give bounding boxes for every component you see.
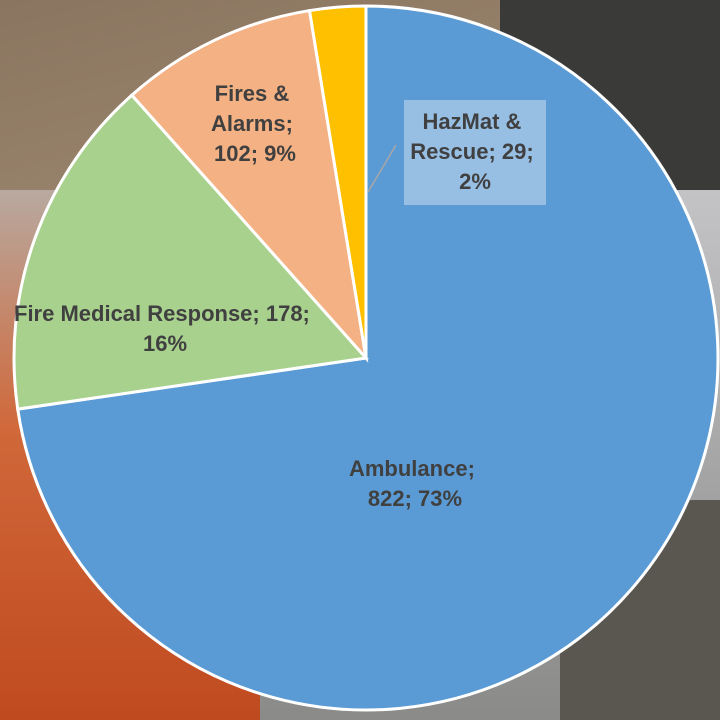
pie: [14, 6, 718, 710]
chart: Ambulance; 822; 73%Fire Medical Response…: [0, 0, 720, 720]
data-label: Fires & Alarms; 102; 9%: [211, 81, 299, 166]
page: Ambulance; 822; 73%Fire Medical Response…: [0, 0, 720, 720]
